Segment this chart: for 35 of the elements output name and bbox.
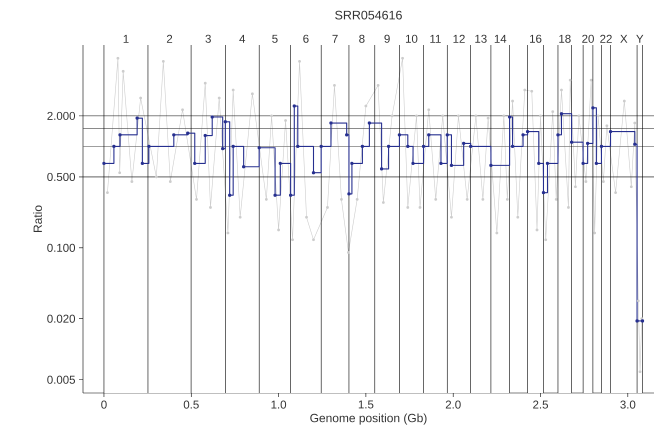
band-label: 13 — [475, 34, 487, 43]
band-label: X — [620, 34, 628, 43]
x-tick-label: 1.5 — [358, 400, 374, 409]
band-label: 4 — [239, 34, 246, 43]
x-tick-label: 3.0 — [620, 400, 636, 409]
band-label: 3 — [205, 34, 211, 43]
y-tick-label: 0.005 — [47, 376, 75, 384]
x-tick-label: 0.5 — [184, 400, 199, 409]
x-axis-title: Genome position (Gb) — [310, 413, 427, 425]
band-label: Y — [636, 34, 644, 43]
y-tick-label: 0.500 — [47, 172, 76, 181]
x-tick-label: 2.0 — [446, 400, 461, 409]
band-label: 22 — [600, 34, 612, 43]
band-label: 1 — [124, 34, 129, 43]
band-label: 16 — [530, 34, 542, 43]
band-label: 8 — [359, 34, 365, 43]
band-label: 7 — [332, 34, 338, 43]
x-tick-label: 1.0 — [271, 400, 286, 409]
band-label: 20 — [582, 34, 594, 43]
band-label: 6 — [303, 34, 309, 43]
band-label: 10 — [406, 34, 418, 43]
y-tick-label: 2.000 — [47, 112, 76, 120]
band-label: 14 — [494, 34, 506, 43]
band-label: 11 — [430, 34, 441, 43]
chart-title: SRR054616 — [335, 10, 402, 20]
band-label: 12 — [453, 34, 465, 43]
x-tick-label: 2.5 — [533, 400, 548, 409]
band-label: 5 — [272, 34, 278, 43]
x-tick-label: 0 — [101, 400, 107, 409]
band-label: 18 — [559, 34, 571, 43]
y-tick-label: 0.020 — [47, 314, 76, 323]
y-axis-title: Ratio — [33, 206, 42, 232]
band-label: 2 — [166, 34, 172, 43]
y-tick-label: 0.100 — [47, 244, 76, 252]
band-label: 9 — [384, 34, 390, 43]
